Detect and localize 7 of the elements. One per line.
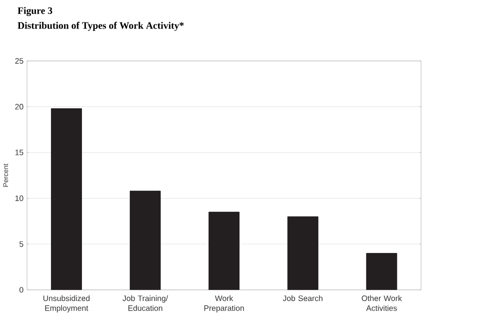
chart-title: Figure 3 (18, 7, 52, 16)
bar (287, 216, 318, 290)
chart-subtitle: Distribution of Types of Work Activity* (18, 22, 184, 31)
bar (366, 253, 398, 290)
bar (51, 108, 82, 290)
bar (130, 190, 161, 290)
bar (208, 212, 240, 290)
